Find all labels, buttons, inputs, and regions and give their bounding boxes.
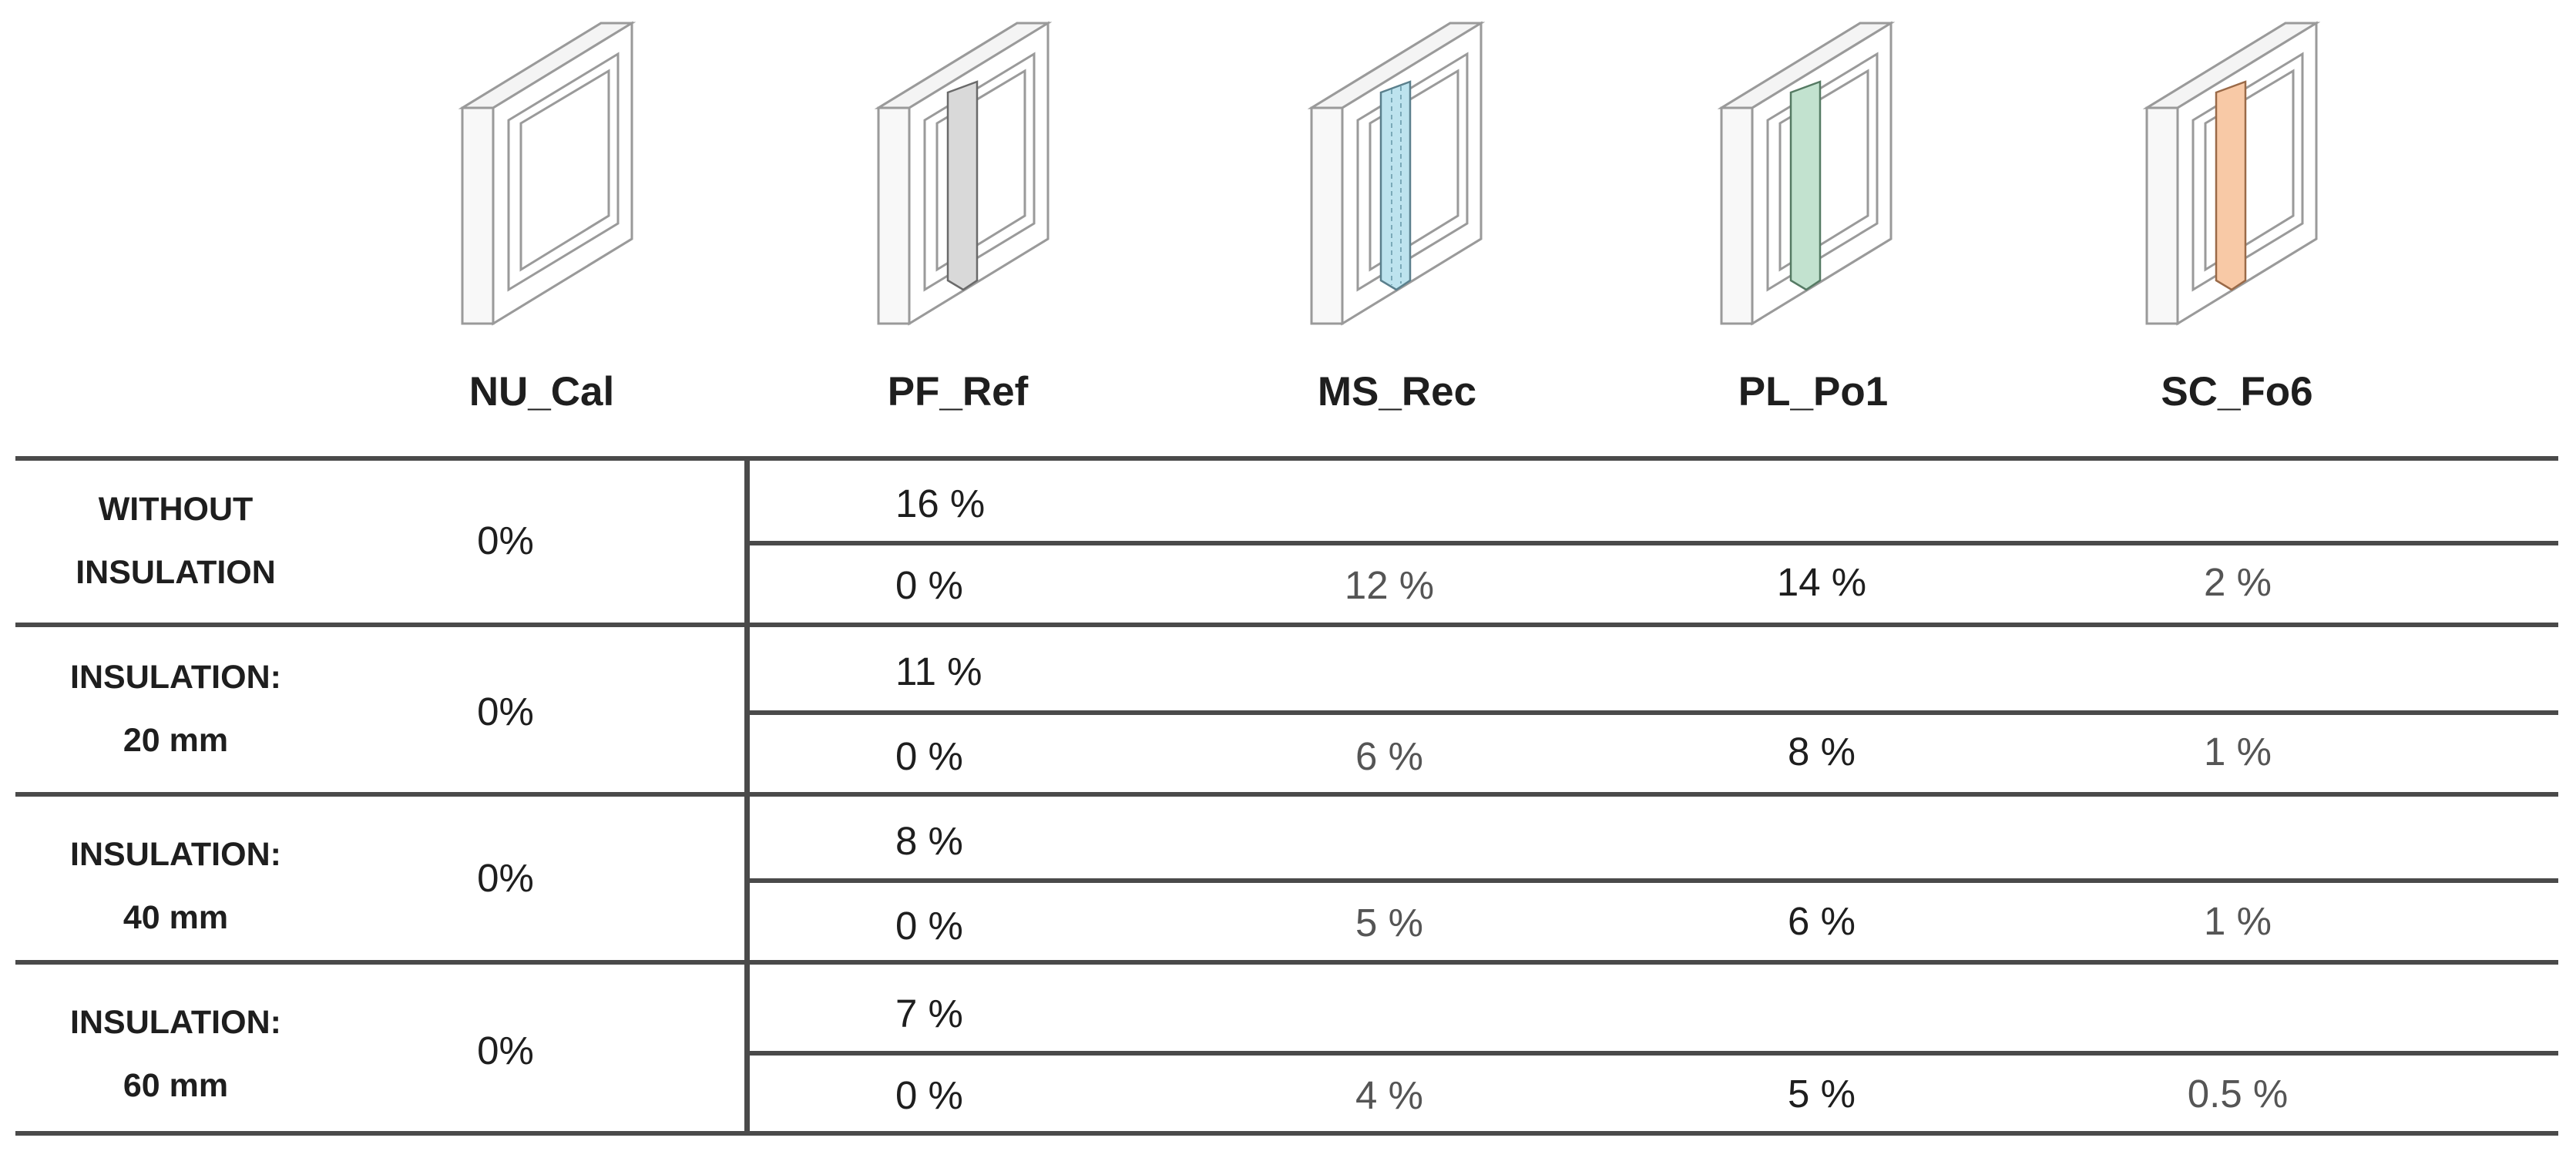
- pf-ref-value: 16 %: [895, 482, 986, 525]
- window-frame-icon-sc-fo6: [2142, 21, 2321, 326]
- column-divider: [744, 459, 750, 1136]
- window-frame-icon-ms-rec: [1307, 21, 1486, 326]
- row-label-line: WITHOUT: [98, 491, 254, 528]
- column-label-pf-ref: PF_Ref: [887, 369, 1029, 415]
- row-label-line: 60 mm: [123, 1067, 229, 1104]
- nu-cal-value: 0%: [477, 1029, 534, 1072]
- ms-rec-value: 5 %: [1355, 901, 1423, 945]
- row-label-line: INSULATION:: [70, 1004, 281, 1041]
- sub-row-divider: [747, 541, 2558, 545]
- row-divider: [15, 623, 2558, 627]
- row-label-insulation-60mm: INSULATION: 60 mm: [14, 991, 338, 1117]
- window-frame-icon-pf-ref: [874, 21, 1053, 326]
- pl-po1-value: 6 %: [1788, 899, 1856, 943]
- insulation-strip-ms-rec: [1379, 80, 1412, 291]
- sub-row-divider: [747, 1051, 2558, 1056]
- pf-ref-base-value: 0 %: [895, 563, 963, 607]
- ms-rec-value: 12 %: [1344, 563, 1435, 607]
- sc-fo6-value: 1 %: [2204, 730, 2272, 774]
- row-label-line: 40 mm: [123, 899, 229, 936]
- row-divider: [15, 960, 2558, 965]
- pf-ref-value: 11 %: [895, 649, 982, 693]
- row-label-line: 20 mm: [123, 722, 229, 759]
- row-label-insulation-20mm: INSULATION: 20 mm: [14, 646, 338, 772]
- pf-ref-base-value: 0 %: [895, 904, 963, 948]
- row-label-line: INSULATION:: [70, 659, 281, 696]
- sc-fo6-value: 0.5 %: [2187, 1072, 2289, 1116]
- table-bottom-rule: [15, 1131, 2558, 1136]
- column-label-pl-po1: PL_Po1: [1738, 369, 1889, 415]
- window-frame-icon-nu-cal: [458, 21, 636, 326]
- row-label-without-insulation: WITHOUT INSULATION: [14, 478, 338, 604]
- pf-ref-base-value: 0 %: [895, 734, 963, 778]
- pf-ref-base-value: 0 %: [895, 1073, 963, 1117]
- sub-row-divider: [747, 710, 2558, 715]
- column-label-ms-rec: MS_Rec: [1317, 369, 1477, 415]
- row-label-line: INSULATION: [76, 554, 276, 591]
- row-divider: [15, 792, 2558, 797]
- pl-po1-value: 8 %: [1788, 730, 1856, 774]
- ms-rec-value: 6 %: [1355, 734, 1423, 778]
- column-label-sc-fo6: SC_Fo6: [2161, 369, 2313, 415]
- pf-ref-value: 7 %: [895, 992, 963, 1035]
- pf-ref-value: 8 %: [895, 819, 963, 863]
- column-label-nu-cal: NU_Cal: [469, 369, 615, 415]
- insulation-strip-pl-po1: [1789, 80, 1822, 291]
- sc-fo6-value: 1 %: [2204, 899, 2272, 943]
- insulation-strip-sc-fo6: [2215, 80, 2247, 291]
- row-label-line: INSULATION:: [70, 836, 281, 873]
- table-top-rule: [15, 456, 2558, 461]
- nu-cal-value: 0%: [477, 690, 534, 733]
- nu-cal-value: 0%: [477, 519, 534, 562]
- ms-rec-value: 4 %: [1355, 1073, 1423, 1117]
- row-label-insulation-40mm: INSULATION: 40 mm: [14, 823, 338, 949]
- nu-cal-value: 0%: [477, 856, 534, 900]
- sub-row-divider: [747, 878, 2558, 883]
- window-frame-icon-pl-po1: [1717, 21, 1896, 326]
- pl-po1-value: 5 %: [1788, 1072, 1856, 1116]
- pl-po1-value: 14 %: [1776, 560, 1867, 604]
- insulation-strip-pf-ref: [946, 80, 979, 291]
- sc-fo6-value: 2 %: [2204, 560, 2272, 604]
